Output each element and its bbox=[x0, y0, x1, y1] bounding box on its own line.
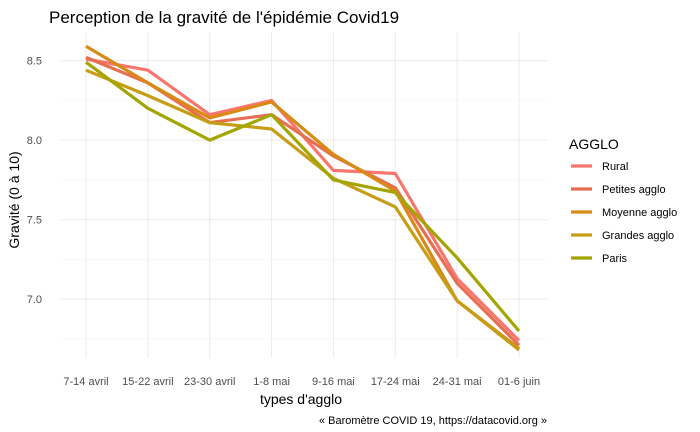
x-tick-label: 24-31 mai bbox=[433, 376, 482, 388]
y-tick-label: 7.0 bbox=[27, 294, 42, 306]
series-line bbox=[85, 60, 521, 333]
x-tick-label: 17-24 mai bbox=[371, 376, 420, 388]
x-tick-label: 7-14 avril bbox=[63, 376, 108, 388]
legend: AGGLO Rural Petites agglo Moyenne agglo Gra… bbox=[569, 136, 677, 265]
y-axis-ticks: 7.0 7.5 8.0 8.5 bbox=[27, 56, 42, 307]
caption: « Baromètre COVID 19, https://datacovid.… bbox=[319, 415, 547, 427]
y-tick-label: 7.5 bbox=[27, 215, 42, 227]
series-line bbox=[85, 44, 520, 350]
x-tick-label: 1-8 mai bbox=[253, 376, 290, 388]
chart-title: Perception de la gravité de l'épidémie C… bbox=[49, 8, 399, 27]
x-tick-label: 15-22 avril bbox=[122, 376, 173, 388]
x-tick-label: 01-6 juin bbox=[498, 376, 540, 388]
legend-label: Moyenne agglo bbox=[602, 207, 677, 219]
legend-label: Paris bbox=[602, 253, 628, 265]
x-tick-label: 9-16 mai bbox=[312, 376, 355, 388]
legend-title: AGGLO bbox=[569, 136, 619, 152]
y-axis-title: Gravité (0 à 10) bbox=[6, 151, 22, 248]
x-axis-title: types d'agglo bbox=[260, 391, 342, 407]
series-line bbox=[85, 68, 520, 352]
y-tick-label: 8.0 bbox=[27, 135, 42, 147]
x-tick-label: 23-30 avril bbox=[184, 376, 235, 388]
plot-grid bbox=[61, 32, 548, 358]
legend-label: Petites agglo bbox=[602, 184, 666, 196]
x-axis-ticks: 7-14 avril 15-22 avril 23-30 avril 1-8 mai 9… bbox=[63, 376, 540, 388]
legend-label: Rural bbox=[602, 161, 628, 173]
y-tick-label: 8.5 bbox=[27, 56, 42, 68]
series-lines bbox=[85, 44, 521, 352]
legend-label: Grandes agglo bbox=[602, 230, 674, 242]
